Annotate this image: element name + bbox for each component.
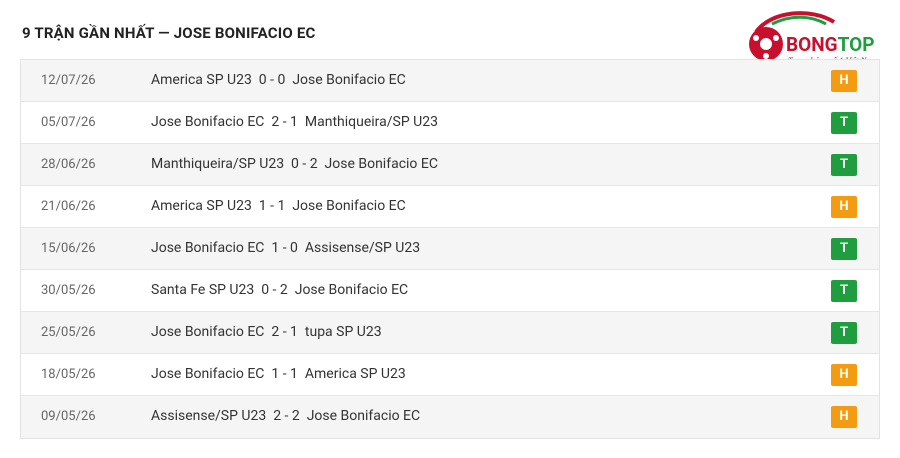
- match-info: Manthiqueira/SP U23 0 - 2 Jose Bonifacio…: [151, 156, 438, 172]
- home-team: America SP U23: [151, 72, 252, 88]
- match-date: 21/06/26: [41, 199, 96, 214]
- home-team: Jose Bonifacio EC: [151, 240, 265, 256]
- score: 2 - 2: [273, 408, 300, 424]
- score: 0 - 2: [261, 282, 288, 298]
- away-team: Assisense/SP U23: [304, 240, 421, 256]
- match-row: 28/06/26 Manthiqueira/SP U23 0 - 2 Jose B…: [21, 144, 879, 186]
- away-team: Jose Bonifacio EC: [292, 72, 406, 88]
- match-row: 25/05/26 Jose Bonifacio EC 2 - 1 tupa SP …: [21, 312, 879, 354]
- away-team: Jose Bonifacio EC: [324, 156, 438, 172]
- away-team: America SP U23: [304, 366, 406, 382]
- result-badge: H: [831, 364, 857, 386]
- home-team: Jose Bonifacio EC: [151, 324, 265, 340]
- away-team: Jose Bonifacio EC: [306, 408, 421, 424]
- home-team: Assisense/SP U23: [151, 408, 267, 424]
- match-date: 28/06/26: [41, 157, 96, 172]
- match-date: 30/05/26: [41, 283, 96, 298]
- score: 2 - 1: [271, 114, 298, 130]
- away-team: Jose Bonifacio EC: [294, 282, 409, 298]
- score: 1 - 1: [258, 198, 286, 214]
- score: 2 - 1: [271, 324, 298, 340]
- result-badge: T: [831, 280, 857, 302]
- score: 0 - 2: [291, 156, 318, 172]
- score: 1 - 1: [271, 366, 298, 382]
- result-badge: H: [831, 70, 857, 92]
- result-badge: H: [831, 196, 857, 218]
- result-badge: T: [831, 238, 857, 260]
- match-row: 18/05/26 Jose Bonifacio EC 1 - 1 America …: [21, 354, 879, 396]
- match-date: 15/06/26: [41, 241, 96, 256]
- home-team: Jose Bonifacio EC: [151, 366, 265, 382]
- home-team: Jose Bonifacio EC: [151, 114, 265, 130]
- away-team: tupa SP U23: [304, 324, 382, 340]
- result-badge: H: [831, 406, 857, 428]
- match-row: 21/06/26 America SP U23 1 - 1 Jose Bonifa…: [21, 186, 879, 228]
- match-date: 09/05/26: [41, 409, 96, 424]
- match-info: Jose Bonifacio EC 1 - 1 America SP U23: [151, 366, 406, 382]
- result-badge: T: [831, 112, 857, 134]
- result-badge: T: [831, 154, 857, 176]
- match-info: Jose Bonifacio EC 2 - 1 Manthiqueira/SP …: [151, 114, 438, 130]
- logo-brand: BONGTOP: [786, 33, 874, 56]
- score: 1 - 0: [271, 240, 298, 256]
- match-row: 30/05/26 Santa Fe SP U23 0 - 2 Jose Bonif…: [21, 270, 879, 312]
- match-info: Assisense/SP U23 2 - 2 Jose Bonifacio EC: [151, 408, 420, 424]
- score: 0 - 0: [258, 72, 286, 88]
- result-badge: T: [831, 322, 857, 344]
- away-team: Manthiqueira/SP U23: [304, 114, 438, 130]
- home-team: Santa Fe SP U23: [151, 282, 255, 298]
- match-date: 12/07/26: [41, 73, 96, 88]
- match-info: America SP U23 0 - 0 Jose Bonifacio EC: [151, 72, 406, 88]
- home-team: America SP U23: [151, 198, 252, 214]
- match-info: Jose Bonifacio EC 1 - 0 Assisense/SP U23: [151, 240, 420, 256]
- match-date: 05/07/26: [41, 115, 96, 130]
- home-team: Manthiqueira/SP U23: [151, 156, 285, 172]
- match-list: 12/07/26 America SP U23 0 - 0 Jose Bonifa…: [20, 59, 880, 439]
- match-info: Santa Fe SP U23 0 - 2 Jose Bonifacio EC: [151, 282, 408, 298]
- match-date: 25/05/26: [41, 325, 96, 340]
- match-row: 05/07/26 Jose Bonifacio EC 2 - 1 Manthiqu…: [21, 102, 879, 144]
- match-row: 12/07/26 America SP U23 0 - 0 Jose Bonifa…: [21, 60, 879, 102]
- match-info: Jose Bonifacio EC 2 - 1 tupa SP U23: [151, 324, 382, 340]
- match-row: 09/05/26 Assisense/SP U23 2 - 2 Jose Boni…: [21, 396, 879, 438]
- match-info: America SP U23 1 - 1 Jose Bonifacio EC: [151, 198, 406, 214]
- match-date: 18/05/26: [41, 367, 96, 382]
- away-team: Jose Bonifacio EC: [292, 198, 406, 214]
- title: 9 TRẬN GẦN NHẤT — JOSE BONIFACIO EC: [22, 24, 316, 42]
- match-row: 15/06/26 Jose Bonifacio EC 1 - 0 Assisens…: [21, 228, 879, 270]
